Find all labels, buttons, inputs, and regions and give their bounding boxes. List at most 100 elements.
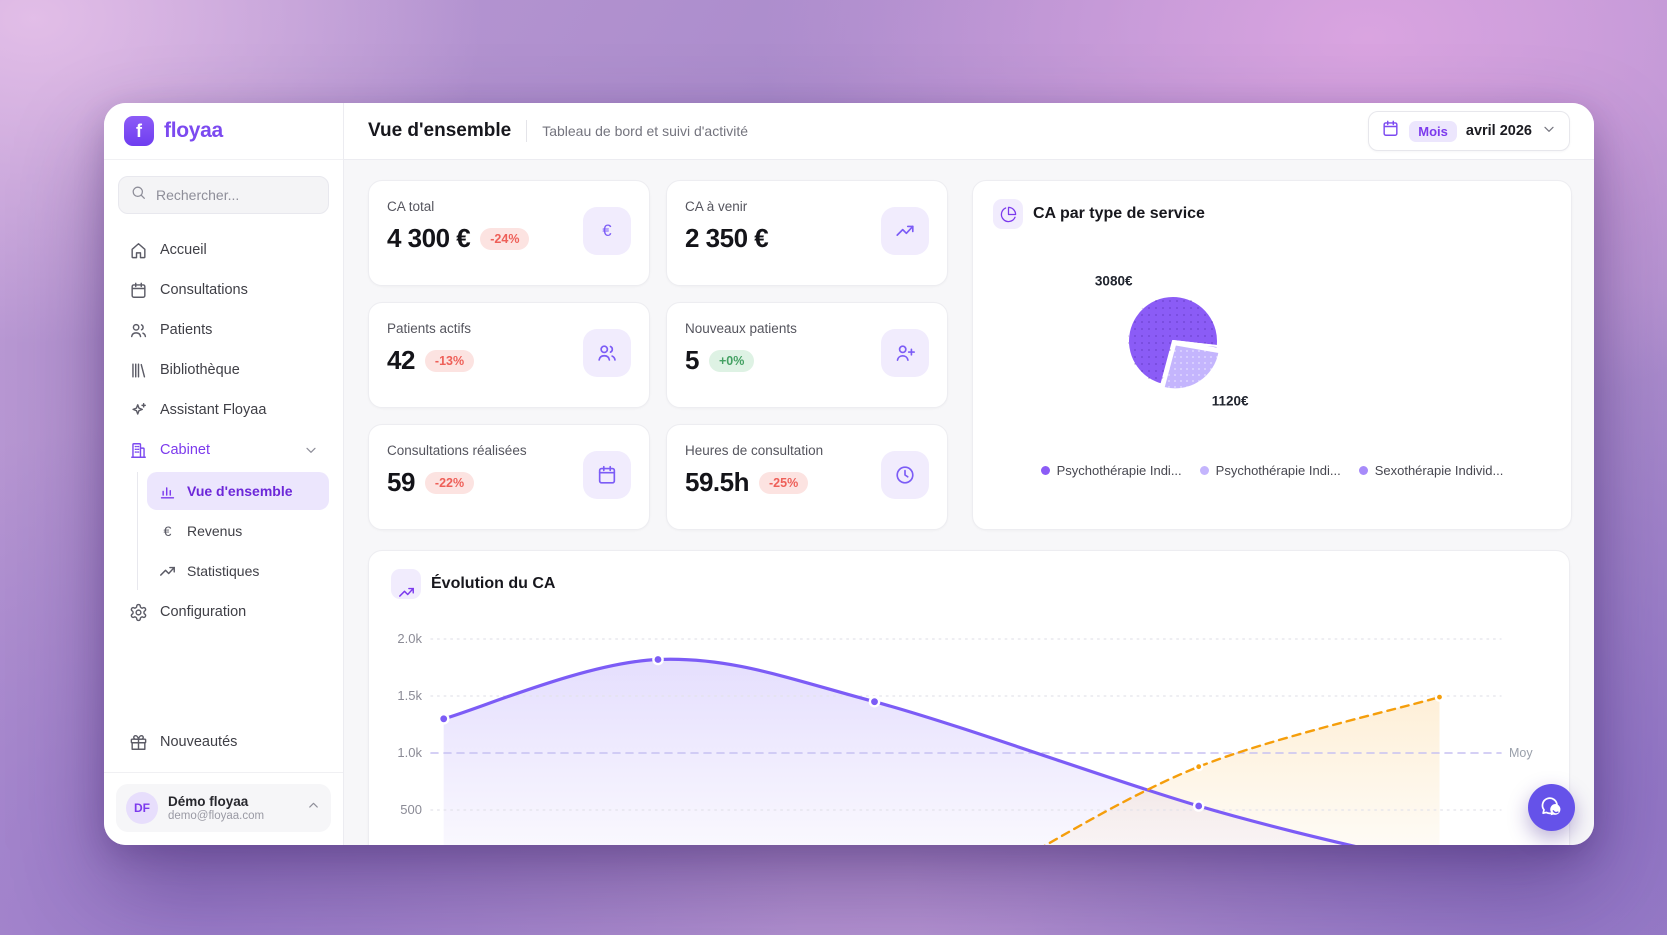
sidebar: f floyaa Accueil Consultations Patients … — [104, 103, 344, 845]
sidebar-footer: DF Démo floyaa demo@floyaa.com — [104, 772, 343, 845]
svg-text:€: € — [602, 222, 611, 240]
user-menu[interactable]: DF Démo floyaa demo@floyaa.com — [116, 784, 331, 832]
user-name: Démo floyaa — [168, 794, 249, 809]
stat-label: Heures de consultation — [685, 443, 824, 458]
line-chart-card: Évolution du CA 2.0k 1.5k 1.0k Moy 500 — [368, 550, 1570, 845]
stat-value: 2 350 € — [685, 223, 769, 253]
sidebar-item-configuration[interactable]: Configuration — [118, 592, 329, 632]
avatar: DF — [126, 792, 158, 824]
stat-value: 5 — [685, 345, 699, 375]
sidebar-item-patients[interactable]: Patients — [118, 310, 329, 350]
library-icon — [128, 361, 148, 380]
brand-name: floyaa — [164, 119, 223, 142]
delta-badge: -25% — [759, 471, 809, 494]
svg-text:€: € — [163, 523, 171, 539]
sidebar-item-cabinet[interactable]: Cabinet — [118, 430, 329, 470]
line-chart: 2.0k 1.5k 1.0k Moy 500 — [397, 631, 1533, 845]
svg-text:1.5k: 1.5k — [397, 688, 422, 703]
svg-text:Moy: Moy — [1509, 746, 1533, 760]
pie-chart-card: CA par type de service 3080€ 1120€ Psycho… — [972, 180, 1572, 530]
search-input[interactable] — [156, 187, 317, 203]
legend-item: Sexothérapie Individ... — [1358, 463, 1503, 478]
stat-card-ca-a-venir: CA à venir 2 350 € — [666, 180, 948, 286]
legend-dot-icon — [1040, 466, 1050, 475]
sidebar-item-accueil[interactable]: Accueil — [118, 230, 329, 270]
stat-card-patients-actifs: Patients actifs 42 -13% — [368, 302, 650, 408]
legend-dot-icon — [1358, 466, 1368, 475]
floyaa-logo-icon: f — [124, 116, 154, 146]
user-plus-icon — [881, 329, 929, 377]
stat-label: Consultations réalisées — [387, 443, 527, 458]
sidebar-item-consultations[interactable]: Consultations — [118, 270, 329, 310]
stat-value: 59 — [387, 467, 415, 497]
stat-label: CA total — [387, 199, 435, 214]
app-window: f floyaa Accueil Consultations Patients … — [104, 103, 1594, 845]
pie-chart-icon — [993, 199, 1023, 229]
trend-icon — [157, 562, 177, 581]
sidebar-item-vue-d-ensemble[interactable]: Vue d'ensemble — [147, 472, 329, 510]
main-area: Vue d'ensemble Tableau de bord et suivi … — [344, 103, 1594, 845]
svg-text:3080€: 3080€ — [1095, 273, 1133, 288]
sidebar-nav: Accueil Consultations Patients Bibliothè… — [118, 230, 329, 470]
chevron-down-icon — [1541, 121, 1557, 142]
sidebar-item-assistant-floyaa[interactable]: Assistant Floyaa — [118, 390, 329, 430]
page-title: Vue d'ensemble — [368, 120, 512, 141]
gift-icon — [128, 733, 148, 752]
period-selector[interactable]: Mois avril 2026 — [1368, 111, 1570, 151]
legend-dot-icon — [1199, 466, 1209, 475]
chat-bubbles-icon — [1541, 796, 1560, 815]
euro-icon: € — [583, 207, 631, 255]
euro-icon: € — [157, 522, 177, 541]
main-content: CA total 4 300 € -24% € CA à venir 2 350… — [344, 160, 1594, 845]
stat-value: 42 — [387, 345, 415, 375]
chevron-down-icon — [303, 442, 319, 458]
sidebar-item-nouveautes[interactable]: Nouveautés — [118, 722, 329, 762]
sidebar-item-revenus[interactable]: € Revenus — [147, 512, 329, 550]
building-icon — [128, 441, 148, 460]
clock-icon — [881, 451, 929, 499]
page-subtitle: Tableau de bord et suivi d'activité — [542, 123, 748, 139]
delta-badge: -13% — [424, 349, 475, 372]
delta-badge: -24% — [480, 227, 530, 250]
sparkles-icon — [128, 401, 148, 420]
users-icon — [583, 329, 631, 377]
chat-fab-button[interactable] — [1528, 784, 1575, 831]
stat-label: Patients actifs — [387, 321, 472, 336]
topbar: Vue d'ensemble Tableau de bord et suivi … — [344, 103, 1594, 160]
sidebar-item-bibliotheque[interactable]: Bibliothèque — [118, 350, 329, 390]
delta-badge: -22% — [424, 471, 475, 494]
svg-text:500: 500 — [400, 802, 422, 817]
trend-icon — [391, 569, 421, 599]
gear-icon — [128, 603, 148, 622]
cabinet-submenu: Vue d'ensemble € Revenus Statistiques — [137, 472, 329, 590]
calendar-icon — [1381, 119, 1400, 143]
svg-text:1120€: 1120€ — [1212, 394, 1249, 409]
pie-chart: 3080€ 1120€ — [1095, 273, 1249, 409]
stat-label: CA à venir — [685, 199, 748, 214]
svg-text:1.0k: 1.0k — [397, 745, 422, 760]
pie-card-title: CA par type de service — [1033, 205, 1205, 222]
calendar-icon — [583, 451, 631, 499]
search-icon — [130, 184, 147, 206]
period-badge: Mois — [1409, 120, 1457, 142]
stat-label: Nouveaux patients — [685, 321, 797, 336]
delta-badge: +0% — [708, 349, 755, 372]
search-box[interactable] — [118, 176, 329, 214]
sidebar-item-statistiques[interactable]: Statistiques — [147, 552, 329, 590]
brand-area: f floyaa — [104, 103, 343, 160]
calendar-icon — [128, 281, 148, 300]
legend-item: Psychothérapie Indi... — [1040, 463, 1182, 478]
chevron-up-icon — [306, 798, 321, 818]
pie-legend: Psychothérapie Indi... Psychothérapie In… — [993, 461, 1551, 482]
svg-text:2.0k: 2.0k — [397, 631, 422, 646]
stats-grid: CA total 4 300 € -24% € CA à venir 2 350… — [368, 180, 948, 530]
home-icon — [128, 241, 148, 260]
legend-item: Psychothérapie Indi... — [1199, 463, 1341, 478]
stat-value: 4 300 € — [387, 223, 471, 253]
stat-card-consultations-realisees: Consultations réalisées 59 -22% — [368, 424, 650, 530]
user-email: demo@floyaa.com — [168, 810, 265, 822]
stat-card-nouveaux-patients: Nouveaux patients 5 +0% — [666, 302, 948, 408]
stat-value: 59.5h — [685, 467, 750, 497]
trend-icon — [881, 207, 929, 255]
